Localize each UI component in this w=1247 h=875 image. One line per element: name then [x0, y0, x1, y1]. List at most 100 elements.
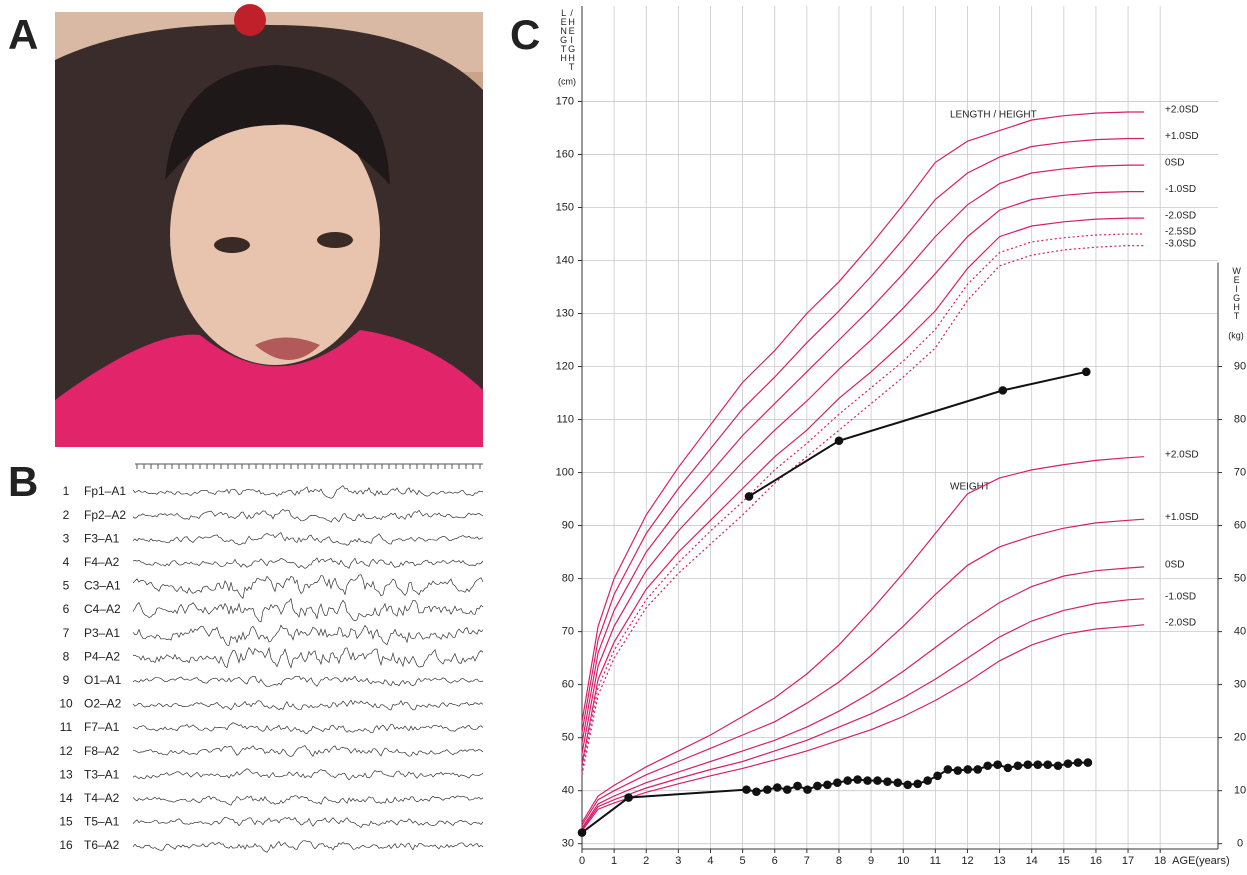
patient-point [752, 787, 761, 797]
patient-point [772, 783, 782, 792]
patient-point [742, 785, 751, 794]
patient-point [1073, 758, 1083, 767]
curve-label: +1.0SD [1165, 512, 1199, 523]
patient-point [913, 779, 922, 789]
y-tick-label: 50 [562, 732, 574, 744]
channel-number: 4 [63, 555, 70, 569]
channel-number: 13 [59, 767, 73, 781]
patient-point [1013, 761, 1023, 771]
curve-label: -2.5SD [1165, 227, 1196, 238]
patient-point [1082, 367, 1091, 377]
patient-point [1003, 763, 1013, 773]
channel-name: C3–A1 [84, 579, 121, 593]
patient-point [624, 793, 633, 802]
reference-curve [581, 566, 1145, 829]
curve-label: 0SD [1165, 560, 1184, 571]
channel-name: O1–A1 [84, 673, 122, 687]
y2-tick-label: 30 [1234, 679, 1246, 691]
channel-name: F3–A1 [84, 531, 120, 545]
y-axis-title: LENGTH [559, 8, 569, 62]
channel-number: 15 [59, 815, 73, 829]
y-tick-label: 130 [556, 307, 574, 319]
x-tick-label: 3 [675, 855, 681, 867]
patient-point [803, 785, 812, 794]
reference-curve [581, 137, 1145, 733]
patient-point [782, 785, 792, 794]
patient-point [993, 760, 1002, 769]
curve-label: +2.0SD [1165, 105, 1199, 116]
patient-point [823, 780, 832, 790]
curve-label: -3.0SD [1165, 238, 1196, 249]
patient-point [998, 386, 1008, 395]
y2-tick-label: 70 [1234, 466, 1246, 478]
y-tick-label: 70 [562, 626, 574, 638]
y2-axis-unit: (kg) [1228, 330, 1244, 340]
panel-label: C [510, 11, 540, 58]
x-tick-label: 5 [740, 855, 746, 867]
channel-number: 7 [63, 626, 70, 640]
patient-point [893, 778, 903, 788]
y2-tick-label: 40 [1234, 626, 1246, 638]
y2-tick-label: 0 [1237, 838, 1243, 850]
patient-point [577, 828, 587, 837]
reference-curve [581, 191, 1145, 754]
y-tick-label: 90 [562, 519, 574, 531]
y-tick-label: 140 [556, 254, 574, 266]
patient-point [793, 781, 802, 791]
y-axis-title: /HEIGHT [567, 8, 577, 71]
channel-number: 2 [63, 508, 70, 522]
eeg-trace [132, 768, 484, 781]
patient-point [983, 761, 992, 771]
eeg-trace [132, 597, 484, 623]
channel-number: 3 [63, 531, 70, 545]
reference-curve [581, 456, 1145, 823]
y-tick-label: 100 [556, 466, 574, 478]
channel-number: 9 [63, 673, 70, 687]
channel-name: T6–A2 [84, 838, 120, 852]
x-tick-label: 16 [1090, 855, 1102, 867]
patient-point [1063, 759, 1073, 768]
x-tick-label: 17 [1122, 855, 1134, 867]
patient-point [923, 776, 932, 785]
y-tick-label: 160 [556, 148, 574, 160]
x-tick-label: 13 [993, 855, 1005, 867]
y2-tick-label: 60 [1234, 519, 1246, 531]
channel-name: T5–A1 [84, 815, 120, 829]
x-tick-label: 10 [897, 855, 909, 867]
x-tick-label: 12 [961, 855, 973, 867]
curve-label: +2.0SD [1165, 449, 1199, 460]
patient-point [744, 492, 754, 501]
channel-name: P4–A2 [84, 649, 120, 663]
x-tick-label: 14 [1026, 855, 1038, 867]
curve-label: -1.0SD [1165, 591, 1196, 602]
patient-point [813, 781, 822, 791]
y-tick-label: 170 [556, 95, 574, 107]
patient-point [843, 776, 852, 785]
curve-label: -1.0SD [1165, 184, 1196, 195]
channel-number: 10 [59, 697, 73, 711]
curve-label: +1.0SD [1165, 131, 1199, 142]
channel-number: 12 [59, 744, 73, 758]
patient-point [903, 780, 913, 790]
eeg-trace [132, 699, 484, 711]
channel-number: 1 [63, 484, 70, 498]
x-tick-label: 8 [836, 855, 842, 867]
patient-point [1043, 760, 1053, 769]
x-tick-label: 4 [707, 855, 713, 867]
channel-name: T3–A1 [84, 767, 120, 781]
channel-name: F4–A2 [84, 555, 120, 569]
eeg-trace [132, 675, 484, 688]
y2-tick-label: 50 [1234, 573, 1246, 585]
eeg-trace [132, 557, 484, 569]
reference-curve [581, 111, 1145, 722]
reference-curve [581, 518, 1145, 826]
y2-tick-label: 80 [1234, 413, 1246, 425]
photo [55, 4, 483, 447]
annotation: LENGTH / HEIGHT [950, 110, 1037, 121]
channel-name: F7–A1 [84, 720, 120, 734]
y2-axis-title: WEIGHT [1232, 266, 1242, 320]
channel-name: F8–A2 [84, 744, 120, 758]
reference-curve [581, 598, 1145, 830]
patient-point [1023, 760, 1033, 769]
